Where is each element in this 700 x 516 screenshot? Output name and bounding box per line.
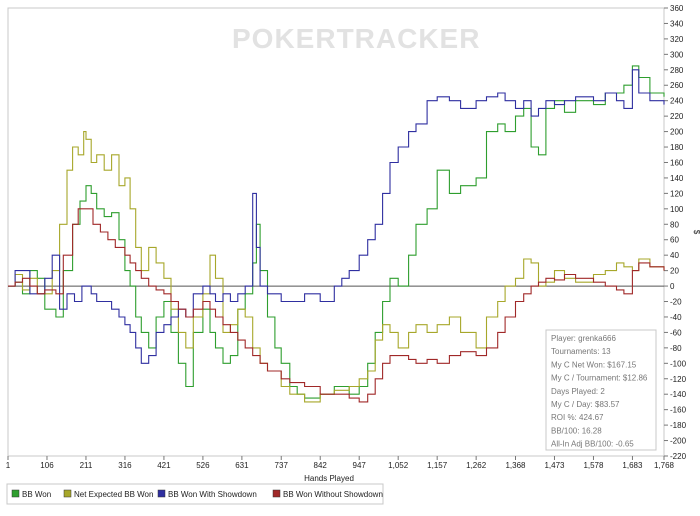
x-tick-label: 842 [314, 461, 328, 470]
y-tick-label: 160 [670, 158, 684, 167]
x-tick-label: 1,473 [544, 461, 565, 470]
stats-line: BB/100: 16.28 [551, 426, 602, 435]
stats-line: Days Played: 2 [551, 387, 605, 396]
x-tick-label: 316 [118, 461, 132, 470]
y-tick-label: 100 [670, 205, 684, 214]
y-tick-label: 360 [670, 4, 684, 13]
stats-line: My C / Tournament: $12.86 [551, 374, 648, 383]
watermark-text: POKERTRACKER [232, 23, 480, 54]
y-tick-label: -220 [670, 452, 687, 461]
y-tick-label: -160 [670, 406, 687, 415]
y-tick-label: -40 [670, 313, 682, 322]
legend-label: Net Expected BB Won [74, 490, 153, 499]
stats-lines: Player: grenka666 Tournaments: 13 My C Net… [551, 334, 648, 449]
stats-line: My C Net Won: $167.15 [551, 360, 637, 369]
legend-swatch [157, 489, 166, 498]
y-tick-label: -140 [670, 390, 687, 399]
y-tick-label: 60 [670, 236, 679, 245]
x-tick-label: 211 [80, 461, 93, 470]
legend-swatch [63, 489, 72, 498]
x-tick-label: 1,578 [583, 461, 604, 470]
y-tick-label: 340 [670, 19, 684, 28]
y-tick-label: -100 [670, 359, 687, 368]
stats-box-frame [545, 329, 657, 451]
stats-line: Player: grenka666 [551, 334, 616, 343]
y-tick-label: 20 [670, 267, 679, 276]
x-tick-label: 1,262 [466, 461, 487, 470]
stats-line: All-In Adj BB/100: -0.65 [551, 440, 634, 449]
x-tick-label: 526 [196, 461, 210, 470]
legend-swatch [272, 489, 281, 498]
y-tick-label: 140 [670, 174, 684, 183]
y-tick-label: 180 [670, 143, 684, 152]
y-tick-label: -120 [670, 375, 687, 384]
x-axis-label: Hands Played [304, 474, 354, 483]
y-tick-label: -60 [670, 328, 682, 337]
series-layer [8, 65, 665, 403]
stats-box: Player: grenka666 Tournaments: 13 My C Net… [545, 329, 657, 451]
x-tick-label: 421 [157, 461, 171, 470]
y-axis-label: $ [692, 230, 700, 235]
legend-label: BB Won Without Showdown [283, 490, 383, 499]
y-tick-label: 280 [670, 66, 684, 75]
x-tick-label: 1 [6, 461, 11, 470]
y-tick-label: 200 [670, 128, 684, 137]
y-tick-label: 120 [670, 189, 684, 198]
x-tick-label: 106 [40, 461, 54, 470]
y-tick-label: 220 [670, 112, 684, 121]
x-tick-label: 1,368 [505, 461, 526, 470]
stats-line: Tournaments: 13 [551, 347, 611, 356]
legend-label: BB Won With Showdown [168, 490, 257, 499]
plot-frame [7, 7, 665, 457]
legend-swatch [11, 489, 20, 498]
y-tick-label: 80 [670, 220, 679, 229]
y-tick-label: 320 [670, 35, 684, 44]
y-tick-label: 240 [670, 97, 684, 106]
stats-line: ROI %: 424.67 [551, 413, 604, 422]
x-tick-label: 631 [235, 461, 249, 470]
x-tick-label: 947 [353, 461, 367, 470]
legend-frame [6, 483, 384, 505]
y-tick-label: 260 [670, 81, 684, 90]
y-tick-label: 40 [670, 251, 679, 260]
y-tick-label: -20 [670, 298, 682, 307]
y-tick-label: -80 [670, 344, 682, 353]
x-tick-label: 1,683 [622, 461, 643, 470]
x-axis: 1 106 211 316 421 526 631 737 842 947 1,052 1,157 1,… [6, 456, 675, 470]
x-tick-label: 1,052 [388, 461, 409, 470]
x-tick-label: 737 [275, 461, 289, 470]
x-tick-label: 1,157 [427, 461, 448, 470]
legend-items: BB Won Net Expected BB Won BB Won With Sho… [11, 489, 383, 499]
legend-label: BB Won [22, 490, 51, 499]
stats-line: My C / Day: $83.57 [551, 400, 620, 409]
legend: BB Won Net Expected BB Won BB Won With Sho… [6, 483, 384, 505]
x-tick-label: 1,768 [654, 461, 675, 470]
watermark: POKERTRACKER [232, 23, 480, 54]
y-tick-label: 300 [670, 50, 684, 59]
y-tick-label: -180 [670, 421, 687, 430]
series-line-bb-won [8, 65, 665, 399]
y-tick-label: -200 [670, 437, 687, 446]
series-line-bb-won-without-showdown [8, 208, 665, 403]
y-tick-label: 0 [670, 282, 675, 291]
series-line-bb-won-with-showdown [8, 69, 665, 364]
